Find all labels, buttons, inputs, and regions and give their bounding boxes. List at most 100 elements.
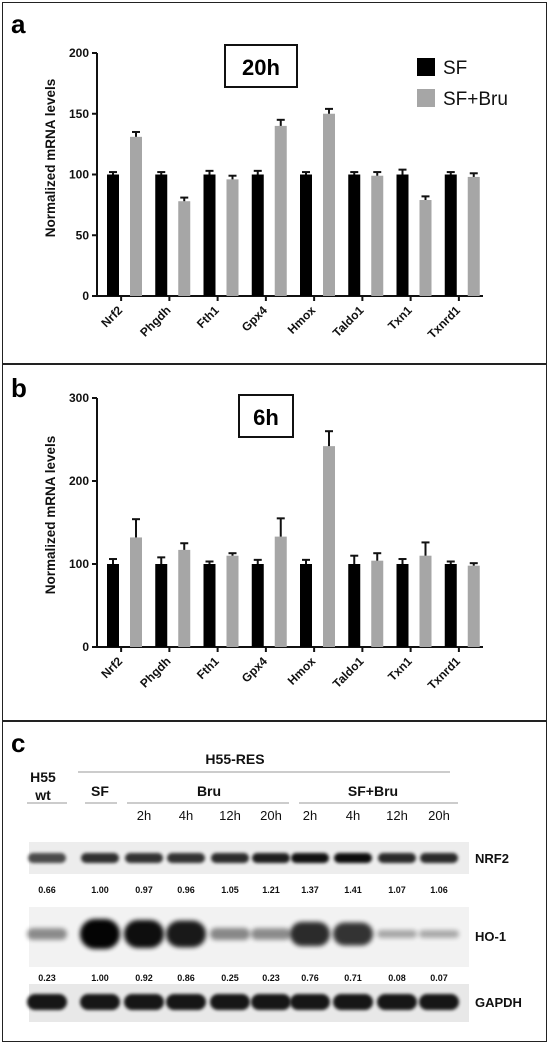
- y-tick-label: 50: [76, 228, 90, 242]
- time-box-a: [224, 44, 298, 88]
- bar-sf: [348, 174, 361, 296]
- bru-label: Bru: [197, 783, 221, 799]
- band-nrf2: [378, 853, 416, 863]
- band-nrf2: [81, 853, 119, 863]
- ho1-quant-value: 0.71: [344, 973, 362, 983]
- chart-a-svg: a Normalized mRNA levels 0 50 100 150 200 Nrf…: [11, 9, 508, 341]
- bar-sfbru: [226, 555, 239, 647]
- band-ho1: [290, 921, 330, 947]
- band-gapdh: [210, 994, 250, 1010]
- band-gapdh: [27, 994, 67, 1010]
- bar-sf: [203, 564, 216, 647]
- panel-a: a Normalized mRNA levels 0 50 100 150 200 Nrf…: [2, 2, 547, 364]
- x-category-label: Taldo1: [330, 654, 367, 691]
- h55-res-label: H55-RES: [205, 751, 264, 767]
- chart-b-ylabel: Normalized mRNA levels: [43, 436, 58, 595]
- bar-sf: [155, 564, 168, 647]
- time-label: 12h: [219, 808, 241, 823]
- panel-c-letter: c: [11, 728, 25, 758]
- nrf2-quant-value: 1.05: [221, 885, 239, 895]
- x-category-label: Phgdh: [137, 303, 173, 339]
- band-nrf2: [252, 853, 290, 863]
- bar-sfbru: [419, 555, 432, 647]
- bar-sf: [251, 174, 264, 296]
- bar-sf: [203, 174, 216, 296]
- bar-sfbru: [467, 565, 480, 647]
- bar-sfbru: [371, 175, 384, 296]
- ho1-quant-value: 0.07: [430, 973, 448, 983]
- sfbru-label: SF+Bru: [348, 783, 398, 799]
- band-ho1: [166, 920, 206, 948]
- bar-sf: [251, 564, 264, 647]
- quantification-values: 0.66 1.00 0.97 0.96 1.05 1.21 1.37 1.41 1.07 1.06…: [38, 885, 448, 983]
- bar-sf: [444, 564, 457, 647]
- ho1-quant-value: 1.00: [91, 973, 109, 983]
- band-ho1: [419, 930, 459, 938]
- time-label: 2h: [137, 808, 151, 823]
- y-tick-label: 0: [82, 289, 89, 303]
- y-tick-label: 200: [69, 46, 89, 60]
- nrf2-quant-value: 0.97: [135, 885, 153, 895]
- bar-sf: [300, 174, 312, 296]
- bar-sfbru: [178, 549, 191, 647]
- time-label: 4h: [179, 808, 193, 823]
- nrf2-quant-value: 1.21: [262, 885, 280, 895]
- chart-a-plot: 0 50 100 150 200 Nrf2 Phgdh Fth1 Gpx4 Hmox Taldo1 T…: [69, 46, 483, 341]
- ho1-quant-value: 0.76: [301, 973, 319, 983]
- h55-wt-label-2: wt: [34, 787, 51, 803]
- band-gapdh: [419, 994, 459, 1010]
- chart-a-ylabel: Normalized mRNA levels: [43, 79, 58, 238]
- ho1-quant-value: 0.25: [221, 973, 239, 983]
- time-label: 20h: [260, 808, 282, 823]
- band-ho1: [333, 922, 373, 946]
- x-category-label: Gpx4: [239, 303, 270, 334]
- ho1-quant-value: 0.92: [135, 973, 153, 983]
- bar-sf: [300, 564, 312, 647]
- time-label: 12h: [386, 808, 408, 823]
- band-nrf2: [125, 853, 163, 863]
- bar-sfbru: [226, 179, 239, 296]
- western-blot-svg: c H55-RES H55 wt SF Bru SF+Bru 2h 4h 12h 20…: [11, 728, 522, 1022]
- bar-sfbru: [130, 537, 142, 647]
- x-category-label: Nrf2: [98, 654, 125, 681]
- x-category-label: Txn1: [385, 654, 415, 684]
- band-gapdh: [251, 994, 291, 1010]
- band-ho1: [377, 930, 417, 938]
- bar-sf: [107, 174, 119, 296]
- time-label: 2h: [303, 808, 317, 823]
- band-nrf2: [420, 853, 458, 863]
- sf-label: SF: [91, 783, 109, 799]
- y-tick-label: 150: [69, 107, 89, 121]
- band-ho1: [210, 928, 250, 940]
- panel-b-letter: b: [11, 373, 27, 403]
- x-category-label: Txn1: [385, 303, 415, 333]
- chart-b-svg: b Normalized mRNA levels 0 100 200 300 Nrf2 P…: [11, 373, 483, 692]
- legend-swatch-sfbru: [417, 89, 435, 107]
- bar-sf: [348, 564, 361, 647]
- ho1-quant-value: 0.23: [38, 973, 56, 983]
- y-tick-label: 100: [69, 168, 89, 182]
- time-box-b: [238, 394, 294, 438]
- protein-label-nrf2: NRF2: [475, 851, 509, 866]
- x-category-label: Taldo1: [330, 303, 367, 340]
- time-label: 20h: [428, 808, 450, 823]
- band-ho1: [27, 928, 67, 940]
- bar-sfbru: [323, 113, 335, 296]
- bar-sfbru: [323, 446, 335, 647]
- time-label: 4h: [346, 808, 360, 823]
- bar-sf: [155, 174, 168, 296]
- x-category-label: Nrf2: [98, 303, 125, 330]
- bar-sf: [396, 564, 409, 647]
- band-ho1: [80, 919, 120, 949]
- ho1-quant-value: 0.08: [388, 973, 406, 983]
- nrf2-quant-value: 1.37: [301, 885, 319, 895]
- x-category-label: Gpx4: [239, 654, 270, 685]
- bar-sf: [107, 564, 119, 647]
- band-ho1: [124, 919, 164, 949]
- band-gapdh: [290, 994, 330, 1010]
- band-nrf2: [291, 853, 329, 863]
- band-gapdh: [166, 994, 206, 1010]
- ho1-quant-value: 0.86: [177, 973, 195, 983]
- bar-sf: [396, 174, 409, 296]
- band-ho1: [251, 928, 291, 940]
